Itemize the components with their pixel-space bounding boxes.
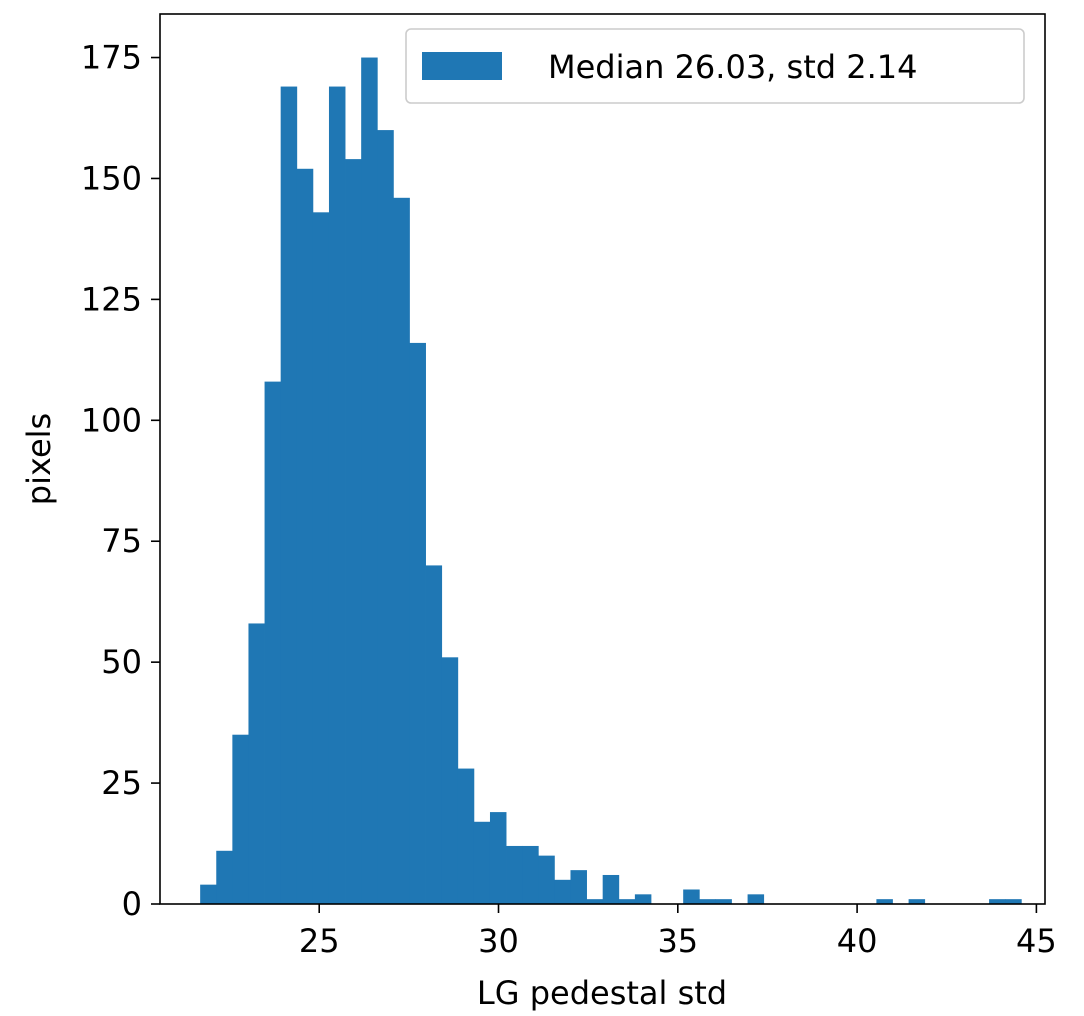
y-axis-ticks: 0 25 50 75 100 125 150 175 <box>81 39 160 923</box>
y-axis-label: pixels <box>20 413 58 505</box>
histogram-bar <box>506 845 523 904</box>
histogram-bar <box>602 874 620 904</box>
y-tick-label: 25 <box>101 764 142 802</box>
histogram-bar <box>264 381 282 904</box>
histogram-bar <box>554 879 571 904</box>
y-tick-label: 125 <box>81 280 142 318</box>
histogram-bar <box>989 899 1006 904</box>
histogram-bar <box>683 889 700 904</box>
histogram-bar <box>216 850 233 904</box>
histogram-bar <box>473 821 491 904</box>
histogram-bar <box>328 86 346 905</box>
histogram-bar <box>441 657 459 904</box>
histogram-bar <box>586 899 604 904</box>
x-tick-label: 40 <box>837 922 878 960</box>
y-tick-label: 75 <box>101 522 142 560</box>
histogram-bar <box>876 899 893 904</box>
histogram-bar <box>715 899 732 904</box>
histogram-bar <box>361 57 378 905</box>
plot-frame <box>159 13 1046 905</box>
bars-group <box>200 57 1022 905</box>
histogram-bar <box>345 159 362 904</box>
histogram-bar <box>538 855 555 904</box>
histogram-bar <box>570 870 587 904</box>
x-tick-label: 25 <box>299 922 340 960</box>
legend-box <box>405 28 1025 104</box>
y-tick-label: 175 <box>81 39 142 77</box>
histogram-bar <box>699 899 716 904</box>
histogram-bar <box>393 197 410 905</box>
x-tick-label: 45 <box>1016 922 1057 960</box>
histogram-bar <box>1005 899 1022 904</box>
x-axis-label: LG pedestal std <box>477 974 727 1012</box>
y-tick-label: 100 <box>81 401 142 439</box>
x-tick-label: 35 <box>657 922 698 960</box>
x-axis-ticks: 25 30 35 40 45 <box>299 904 1057 960</box>
histogram-bar <box>377 130 394 904</box>
histogram-bar <box>200 884 217 904</box>
histogram-bar <box>425 565 443 904</box>
histogram-bar <box>634 894 652 904</box>
histogram-bar <box>232 734 249 904</box>
y-tick-label: 50 <box>101 643 142 681</box>
histogram-bar <box>522 845 539 904</box>
y-tick-label: 0 <box>122 885 142 923</box>
legend-label: Median 26.03, std 2.14 <box>548 48 917 86</box>
histogram-bar <box>312 212 330 905</box>
histogram-bar <box>457 768 475 904</box>
x-tick-label: 30 <box>478 922 519 960</box>
histogram-bar <box>296 168 314 905</box>
legend: Median 26.03, std 2.14 <box>405 28 1025 104</box>
histogram-bar <box>409 342 426 904</box>
histogram-bar <box>747 894 765 904</box>
y-tick-label: 150 <box>81 159 142 197</box>
histogram-bar <box>489 812 507 904</box>
histogram-bar <box>618 899 636 904</box>
legend-swatch <box>422 52 502 80</box>
histogram-bar <box>908 899 926 904</box>
histogram-bar <box>280 86 298 905</box>
histogram-bar <box>248 623 265 904</box>
